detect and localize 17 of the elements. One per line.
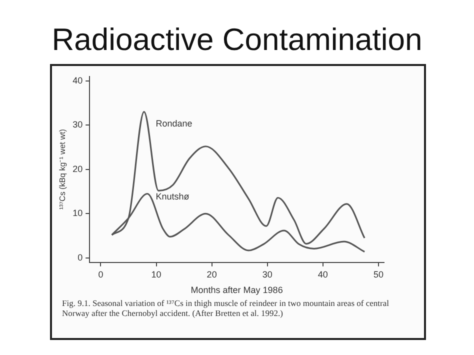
x-tick-label: 30 (262, 269, 272, 280)
x-tick-label: 40 (318, 269, 328, 280)
chart-title: Radioactive Contamination (50, 22, 424, 58)
y-tick-label: 0 (78, 252, 83, 262)
y-tick-label: 40 (72, 75, 83, 86)
caption: Fig. 9.1. Seasonal variation of ¹³⁷Cs in thigh muscle of reindeer in two mountain areas of central Norway after the Chernobyl accident. (After Bretten et al. 1992.) (62, 298, 390, 318)
y-axis-title: ¹³⁷Cs (kBq kg⁻¹ wet wt) (58, 128, 68, 210)
y-tick-label: 20 (72, 164, 83, 174)
x-tick-label: 0 (98, 269, 104, 280)
series-label: Knutshø (156, 192, 190, 202)
x-axis-title: Months after May 1986 (190, 285, 283, 296)
y-tick-label: 10 (72, 208, 83, 218)
y-tick-label: 30 (72, 120, 83, 130)
x-tick-label: 20 (206, 269, 217, 280)
x-tick-label: 50 (373, 269, 384, 280)
series-label: Rondane (156, 118, 192, 128)
x-tick-label: 10 (151, 269, 162, 280)
